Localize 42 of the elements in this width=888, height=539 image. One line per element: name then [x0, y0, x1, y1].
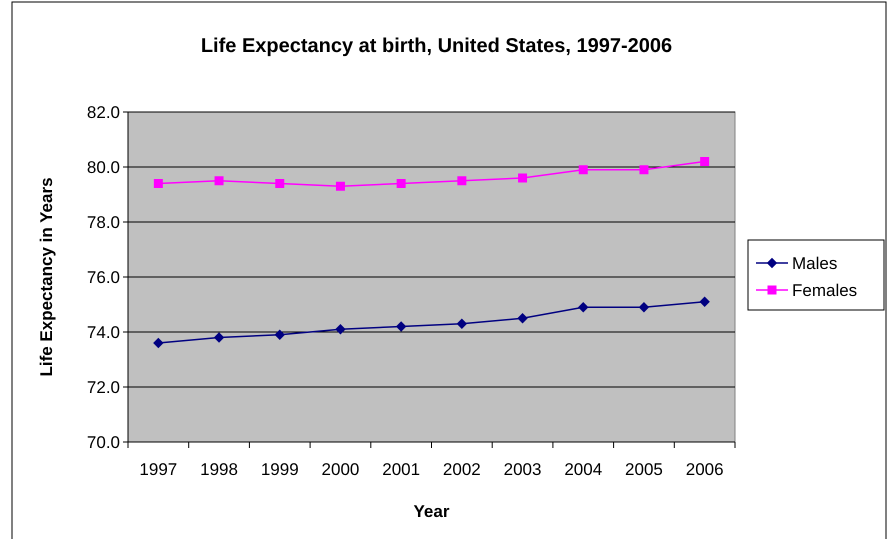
point [396, 322, 406, 332]
point [518, 174, 528, 182]
x-axis-title: Year [414, 502, 450, 521]
x-tick-label: 2005 [625, 460, 663, 479]
x-tick-label: 2004 [564, 460, 602, 479]
point [638, 302, 649, 312]
point [700, 296, 710, 307]
point [336, 182, 345, 191]
point [275, 179, 284, 188]
y-axis-title: Life Expectancy in Years [37, 177, 56, 377]
x-tick-label: 1999 [260, 460, 299, 479]
point [578, 165, 588, 174]
y-tick-label: 80.0 [86, 158, 120, 177]
y-tick-label: 74.0 [86, 322, 120, 342]
y-tick-label: 78.0 [86, 212, 120, 232]
x-tick-label: 2001 [382, 460, 420, 479]
legend-label: Males [792, 254, 838, 273]
point [335, 324, 346, 334]
y-tick-label: 70.0 [86, 432, 120, 452]
x-tick-label: 2003 [504, 460, 542, 479]
point [214, 176, 224, 186]
point [639, 165, 648, 174]
point [518, 313, 528, 324]
chart-title: Life Expectancy at birth, United States, 1997-2006 [200, 35, 672, 57]
x-tick-label: 1998 [200, 460, 238, 479]
point [700, 157, 710, 166]
point [274, 330, 285, 340]
point [456, 318, 467, 329]
legend-label: Females [792, 280, 858, 300]
x-tick-label: 2002 [442, 460, 481, 479]
point [153, 338, 164, 348]
point [154, 179, 163, 188]
x-tick-label: 2006 [686, 460, 724, 479]
point [396, 179, 406, 188]
point [214, 332, 224, 342]
y-tick-label: 82.0 [86, 102, 120, 122]
y-tick-label: 76.0 [86, 268, 120, 287]
point [578, 302, 588, 312]
point [457, 176, 466, 186]
x-tick-label: 2000 [322, 460, 360, 479]
y-tick-label: 72.0 [86, 378, 120, 397]
x-tick-label: 1997 [139, 460, 178, 479]
